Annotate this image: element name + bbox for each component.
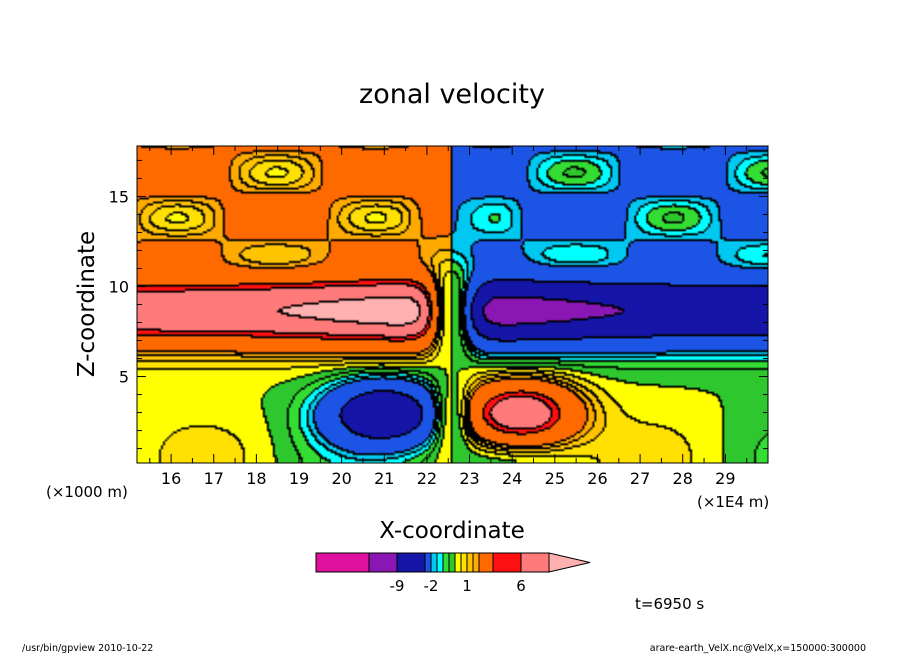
x-tick-label: 21	[374, 469, 394, 488]
x-tick-label: 18	[246, 469, 266, 488]
time-label: t=6950 s	[635, 595, 704, 613]
x-tick-label: 25	[545, 469, 565, 488]
colorbar	[315, 552, 591, 573]
plot-area	[136, 145, 769, 464]
x-unit-right: (×1E4 m)	[697, 493, 769, 511]
x-unit-left: (×1000 m)	[46, 483, 128, 501]
x-tick-label: 22	[417, 469, 437, 488]
colorbar-segment	[436, 552, 444, 573]
colorbar-segment	[424, 552, 432, 573]
x-tick-label: 17	[204, 469, 224, 488]
colorbar-segment	[430, 552, 438, 573]
colorbar-segment	[466, 552, 474, 573]
x-tick-label: 24	[502, 469, 522, 488]
colorbar-segment	[368, 552, 398, 573]
x-tick-label: 26	[587, 469, 607, 488]
x-axis-ticks: 16 17 18 19 20 21 22 23 24 25 26 27 28 29	[149, 146, 748, 488]
x-tick-label: 29	[715, 469, 735, 488]
colorbar-tick-label: -2	[424, 577, 439, 595]
colorbar-segment	[396, 552, 426, 573]
colorbar-segment	[454, 552, 462, 573]
colorbar-labels: -9 -2 1 6	[390, 577, 526, 595]
x-tick-label: 16	[161, 469, 181, 488]
colorbar-segment	[315, 552, 370, 573]
colorbar-tick-label: 1	[462, 577, 472, 595]
footer-right: arare-earth_VelX.nc@VelX,x=150000:300000	[650, 643, 866, 654]
x-tick-label: 27	[630, 469, 650, 488]
y-axis-label: Z-coordinate	[74, 231, 100, 377]
footer-left: /usr/bin/gpview 2010-10-22	[22, 643, 153, 654]
colorbar-segment	[472, 552, 480, 573]
y-axis-ticks: 5 10 15	[109, 159, 768, 450]
colorbar-segment	[448, 552, 456, 573]
y-tick-label: 5	[119, 368, 129, 387]
colorbar-arrow	[548, 552, 591, 573]
x-tick-label: 28	[673, 469, 693, 488]
y-tick-label: 10	[109, 277, 129, 296]
colorbar-segment	[492, 552, 522, 573]
colorbar-segment	[460, 552, 468, 573]
chart-title: zonal velocity	[359, 79, 545, 110]
x-tick-label: 19	[289, 469, 309, 488]
y-tick-label: 15	[109, 187, 129, 206]
x-tick-label: 20	[331, 469, 351, 488]
contour-field	[137, 146, 768, 463]
colorbar-tick-label: -9	[390, 577, 405, 595]
colorbar-segment	[520, 552, 550, 573]
colorbar-tick-label: 6	[516, 577, 526, 595]
x-tick-label: 23	[459, 469, 479, 488]
colorbar-segment	[478, 552, 494, 573]
x-axis-label: X-coordinate	[379, 518, 525, 544]
colorbar-segment	[442, 552, 450, 573]
